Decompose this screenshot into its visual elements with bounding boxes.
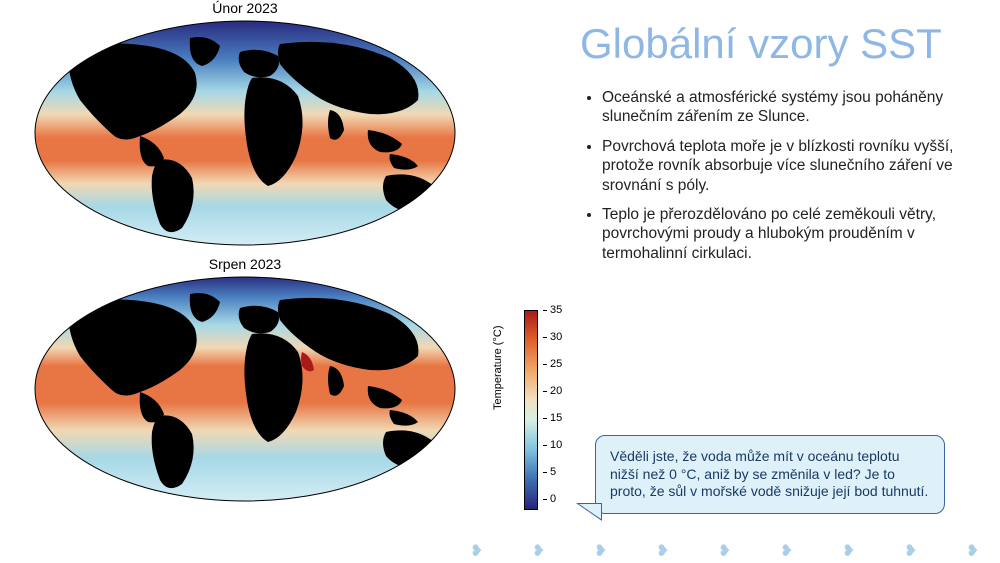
bullet-list: Oceánské a atmosférické systémy jsou poh… (580, 88, 980, 263)
droplet-icon: ❥ (594, 541, 607, 561)
callout-tail-icon (576, 503, 602, 521)
map-title-feb: Únor 2023 (10, 0, 480, 16)
map-block-aug: Srpen 2023 (10, 256, 480, 504)
droplet-icon: ❥ (966, 541, 979, 561)
droplet-icon: ❥ (718, 541, 731, 561)
bullet-item: Teplo je přerozdělováno po celé zeměkoul… (602, 205, 980, 263)
colorbar-gradient (524, 310, 538, 510)
droplet-icon: ❥ (532, 541, 545, 561)
droplet-icon: ❥ (470, 541, 483, 561)
callout-text: Věděli jste, že voda může mít v oceánu t… (610, 448, 928, 499)
droplet-icon: ❥ (656, 541, 669, 561)
map-title-aug: Srpen 2023 (10, 256, 480, 272)
slide-title: Globální vzory SST (580, 22, 980, 66)
droplet-icon: ❥ (780, 541, 793, 561)
text-column: Globální vzory SST Oceánské a atmosféric… (580, 22, 980, 273)
bullet-item: Povrchová teplota moře je v blízkosti ro… (602, 137, 980, 195)
map-block-feb: Únor 2023 (10, 0, 480, 248)
sst-map-aug (30, 274, 460, 504)
colorbar-label: Temperature (°C) (492, 326, 504, 410)
droplet-icon: ❥ (842, 541, 855, 561)
callout: Věděli jste, že voda může mít v oceánu t… (595, 435, 945, 514)
callout-box: Věděli jste, že voda může mít v oceánu t… (595, 435, 945, 514)
droplet-row: ❥ ❥ ❥ ❥ ❥ ❥ ❥ ❥ ❥ (470, 533, 1000, 563)
colorbar: Temperature (°C) 05101520253035 (488, 300, 568, 530)
droplet-icon: ❥ (904, 541, 917, 561)
maps-column: Únor 2023 (10, 0, 480, 512)
bullet-item: Oceánské a atmosférické systémy jsou poh… (602, 88, 980, 127)
sst-map-feb (30, 18, 460, 248)
